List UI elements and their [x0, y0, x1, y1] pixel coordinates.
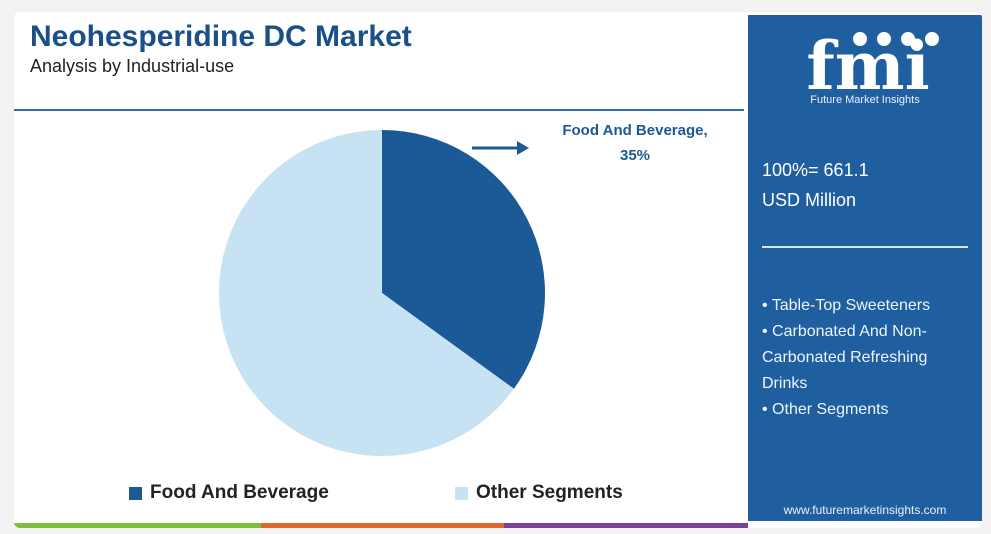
bottom-accent-bar — [504, 523, 748, 528]
segment-item: • Carbonated And Non-Carbonated Refreshi… — [762, 323, 928, 392]
segment-item: • Table-Top Sweeteners — [762, 297, 931, 314]
legend-label: Other Segments — [476, 482, 623, 503]
bottom-accent-bar — [261, 523, 504, 528]
market-total-value: 100%= 661.1 — [762, 160, 869, 180]
sidebar-divider — [762, 246, 968, 248]
info-sidebar: fmi Future Market Insights 100%= 661.1 U… — [748, 15, 982, 521]
segment-list: • Table-Top Sweeteners • Carbonated And … — [762, 293, 974, 423]
fmi-logo: fmi — [806, 27, 939, 105]
legend-label: Food And Beverage — [150, 482, 329, 503]
pie-slice-food-and-beverage — [382, 130, 545, 389]
segment-item: • Other Segments — [762, 401, 889, 418]
callout-arrow — [472, 141, 529, 155]
title-divider — [14, 109, 744, 111]
chart-title: Neohesperidine DC Market — [30, 20, 412, 53]
pie-chart — [218, 130, 545, 456]
chart-subtitle: Analysis by Industrial-use — [30, 56, 235, 76]
chart-card: Neohesperidine DC Market Analysis by Ind… — [14, 12, 982, 528]
slice-annotation: Food And Beverage, 35% — [562, 122, 708, 164]
pie-slice-other-segments — [218, 130, 514, 456]
bottom-accent-bar — [14, 523, 261, 528]
legend-swatch — [455, 486, 468, 500]
legend-item-food-and-beverage: Food And Beverage — [129, 482, 329, 504]
market-total-unit: USD Million — [762, 190, 857, 210]
legend-item-other-segments: Other Segments — [455, 482, 623, 504]
logo-subtitle: Future Market Insights — [810, 94, 920, 106]
website-link[interactable]: www.futuremarketinsights.com — [783, 503, 947, 517]
market-total: 100%= 661.1 USD Million — [762, 155, 869, 215]
legend-swatch — [129, 486, 142, 500]
